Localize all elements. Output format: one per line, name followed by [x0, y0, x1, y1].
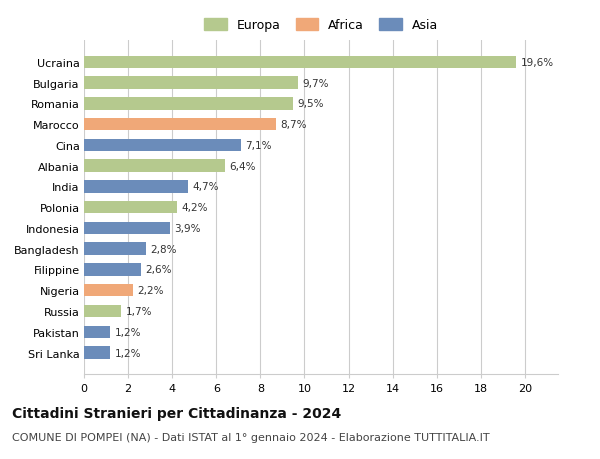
Bar — [84, 181, 188, 193]
Text: COMUNE DI POMPEI (NA) - Dati ISTAT al 1° gennaio 2024 - Elaborazione TUTTITALIA.: COMUNE DI POMPEI (NA) - Dati ISTAT al 1°… — [12, 432, 490, 442]
Text: 19,6%: 19,6% — [521, 58, 554, 67]
Text: 1,7%: 1,7% — [126, 306, 152, 316]
Bar — [84, 326, 110, 338]
Bar — [84, 56, 516, 69]
Bar — [84, 202, 176, 214]
Bar — [84, 347, 110, 359]
Bar — [84, 98, 293, 110]
Text: 8,7%: 8,7% — [280, 120, 307, 130]
Bar — [84, 263, 142, 276]
Bar — [84, 160, 225, 173]
Text: 3,9%: 3,9% — [175, 224, 201, 234]
Text: 7,1%: 7,1% — [245, 140, 271, 151]
Text: 4,7%: 4,7% — [192, 182, 218, 192]
Bar — [84, 285, 133, 297]
Bar — [84, 305, 121, 318]
Bar — [84, 243, 146, 255]
Text: 2,2%: 2,2% — [137, 285, 163, 296]
Bar — [84, 222, 170, 235]
Bar — [84, 118, 276, 131]
Text: 9,7%: 9,7% — [302, 78, 329, 89]
Text: 9,5%: 9,5% — [298, 99, 325, 109]
Text: 2,6%: 2,6% — [146, 265, 172, 275]
Text: 6,4%: 6,4% — [230, 161, 256, 171]
Text: 4,2%: 4,2% — [181, 203, 208, 213]
Bar — [84, 140, 241, 152]
Text: Cittadini Stranieri per Cittadinanza - 2024: Cittadini Stranieri per Cittadinanza - 2… — [12, 406, 341, 420]
Text: 2,8%: 2,8% — [150, 244, 176, 254]
Text: 1,2%: 1,2% — [115, 327, 142, 337]
Bar — [84, 77, 298, 90]
Text: 1,2%: 1,2% — [115, 348, 142, 358]
Legend: Europa, Africa, Asia: Europa, Africa, Asia — [199, 14, 443, 37]
